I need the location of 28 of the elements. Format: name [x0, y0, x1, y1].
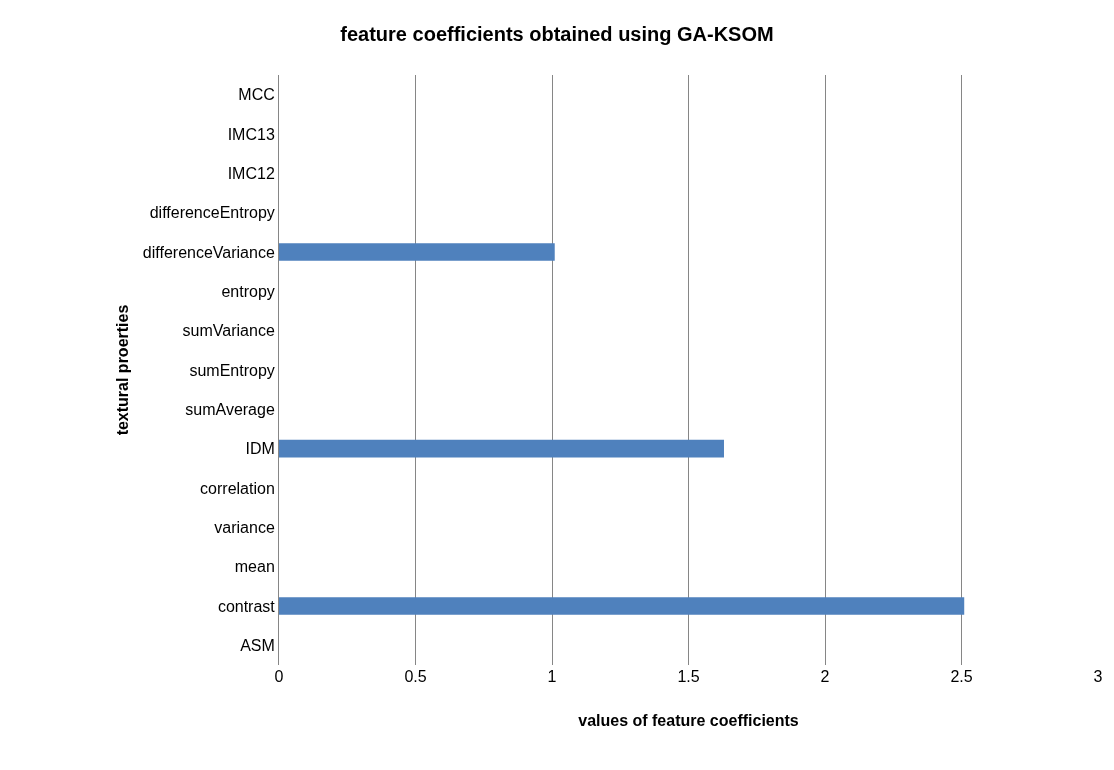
y-tick-label: differenceEntropy	[149, 204, 275, 222]
x-axis-title: values of feature coefficients	[578, 711, 799, 729]
y-axis-title: textural proerties	[113, 304, 131, 436]
y-tick-label: contrast	[217, 597, 276, 615]
y-tick-label: correlation	[200, 479, 275, 497]
x-tick-label: 2.5	[950, 668, 973, 685]
x-tick-label: 0	[274, 668, 284, 685]
y-tick-label: sumEntropy	[189, 361, 275, 379]
y-tick-label: sumAverage	[185, 400, 275, 418]
x-tick-label: 0.5	[404, 668, 427, 685]
y-tick-label: IMC12	[227, 164, 275, 182]
x-tick-label: 1	[547, 668, 557, 685]
y-tick-label: ASM	[240, 636, 275, 654]
chart-title: feature coefficients obtained using GA-KSOM	[340, 22, 774, 45]
y-tick-label: mean	[234, 558, 275, 576]
y-tick-label: IMC13	[227, 125, 275, 143]
y-tick-label: entropy	[221, 282, 275, 300]
y-tick-label: differenceVariance	[142, 243, 275, 261]
x-tick-label: 3	[1093, 668, 1103, 685]
y-tick-label: IDM	[245, 440, 275, 458]
bar	[279, 439, 724, 458]
bar	[279, 597, 965, 615]
x-tick-label: 1.5	[677, 668, 700, 685]
y-tick-label: MCC	[238, 86, 275, 104]
x-tick-label: 2	[820, 668, 830, 685]
y-tick-label: sumVariance	[182, 322, 275, 340]
y-tick-label: variance	[214, 518, 275, 536]
bar	[279, 243, 555, 261]
